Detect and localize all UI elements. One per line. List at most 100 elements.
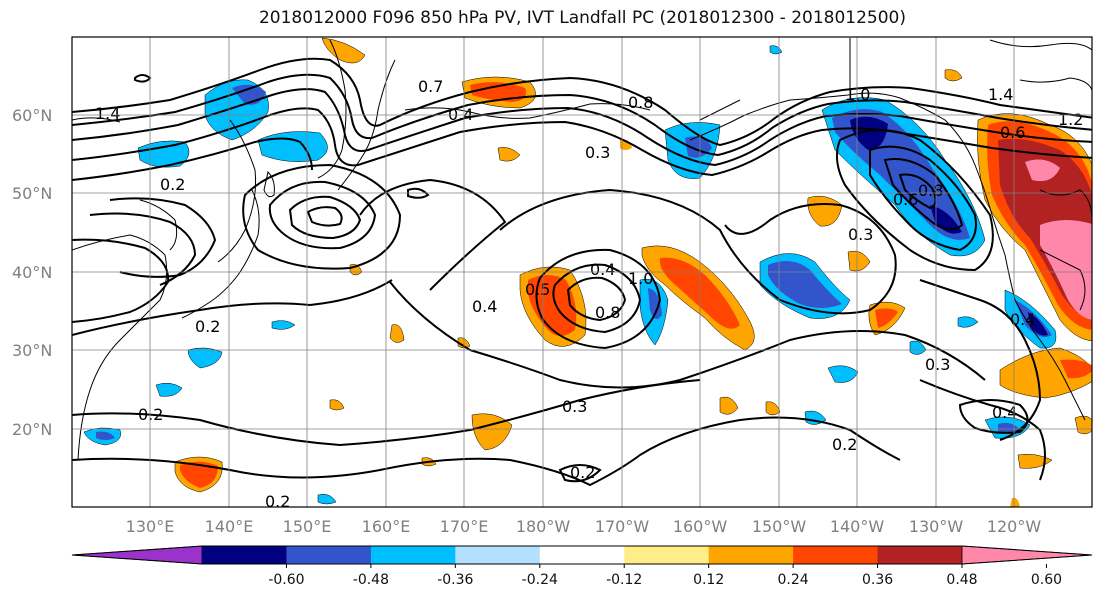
contour-line [72, 73, 1092, 157]
anomaly-negative-region [1028, 312, 1048, 336]
contour-line [499, 188, 897, 315]
contour-label: 0.8 [918, 181, 943, 200]
anomaly-negative-region [768, 261, 842, 308]
colorbar-segment [877, 546, 963, 564]
contour-label: 0.2 [265, 492, 290, 511]
coastline [72, 234, 168, 461]
colorbar-segment [370, 546, 456, 564]
contour-line [89, 212, 197, 286]
contour-label: 0.6 [1000, 123, 1025, 142]
contour-label: 0.2 [138, 405, 163, 424]
lon-label: 160°W [673, 517, 728, 536]
anomaly-negative-region [827, 365, 859, 383]
contour-line [566, 276, 627, 322]
contour-label: 0.3 [585, 143, 610, 162]
anomaly-positive-region [1010, 497, 1020, 507]
colorbar-tick-label: 0.48 [946, 572, 977, 588]
contour-label: 0.3 [848, 225, 873, 244]
contour-line [306, 206, 343, 227]
contour-line [883, 158, 964, 231]
contour-label: 0.2 [832, 435, 857, 454]
contour-label: 0.8 [628, 93, 653, 112]
contour-label: 0.3 [562, 397, 587, 416]
colorbar-tick-label: -0.24 [522, 572, 558, 588]
contour-line [72, 88, 1092, 167]
anomaly-positive-region [944, 69, 963, 82]
anomaly-positive-region [389, 324, 405, 343]
contour-label: 0.4 [448, 105, 473, 124]
contour-label: 0.5 [525, 280, 550, 299]
lat-label: 20°N [12, 420, 52, 439]
contour-line [72, 379, 701, 447]
contour-line [558, 464, 602, 483]
contour-line [919, 279, 1042, 441]
coastline [1039, 189, 1092, 221]
colorbar-tick-label: -0.12 [606, 572, 642, 588]
anomaly-positive-region [470, 82, 527, 102]
coastline [689, 92, 1006, 256]
shaded-anomalies [83, 37, 1092, 507]
coastline [217, 119, 256, 263]
lon-label: 150°W [752, 517, 807, 536]
contour-line [268, 180, 377, 250]
contour-label: 0.3 [925, 355, 950, 374]
anomaly-negative-region [187, 347, 223, 369]
anomaly-positive-region [875, 308, 898, 328]
anomaly-negative-region [96, 431, 115, 440]
lat-label: 50°N [12, 184, 52, 203]
lat-label: 30°N [12, 341, 52, 360]
contour-line [407, 187, 430, 199]
contour-line [72, 57, 1092, 147]
contour-line [535, 248, 662, 350]
contour-line [869, 145, 977, 252]
map-title: 2018012000 F096 850 hPa PV, IVT Landfall… [258, 8, 906, 28]
contour-label: 1.4 [988, 85, 1013, 104]
colorbar-frame [71, 545, 1093, 565]
contour-line [72, 137, 313, 181]
colorbar-segment [793, 546, 879, 564]
anomaly-positive-region [765, 401, 781, 416]
anomaly-negative-region [317, 494, 337, 505]
colorbar: -0.60 -0.48 -0.36 -0.24 -0.12 0.12 0.24 0.36 0.4… [71, 545, 1093, 588]
colorbar-tick-label: 0.60 [1031, 572, 1062, 588]
lon-label: 130°E [126, 517, 175, 536]
anomaly-positive-region [528, 275, 577, 336]
contour-label: 0.4 [590, 260, 615, 279]
lon-label: 150°E [283, 517, 332, 536]
colorbar-tick-label: -0.36 [437, 572, 473, 588]
contour-label: 0.4 [472, 297, 497, 316]
colorbar-segment [455, 546, 541, 564]
contour-line [552, 263, 642, 334]
anomaly-negative-region [271, 320, 296, 330]
contour-label: 0.4 [992, 403, 1017, 422]
lon-label: 170°E [440, 517, 489, 536]
coastline [1004, 254, 1086, 421]
anomaly-negative-region [998, 422, 1020, 434]
lon-label: 120°W [987, 517, 1042, 536]
lon-label: 160°E [362, 517, 411, 536]
colorbar-tick-label: -0.60 [268, 572, 304, 588]
colorbar-segment [286, 546, 372, 564]
map-frame [71, 36, 1093, 508]
contour-label: 0.2 [160, 175, 185, 194]
contour-label: 1.0 [845, 85, 870, 104]
contour-label: 1.4 [95, 104, 120, 123]
coastline [1039, 249, 1086, 311]
colorbar-segment [708, 546, 794, 564]
colorbar-segment [539, 546, 625, 564]
lon-label: 130°W [909, 517, 964, 536]
anomaly-negative-region [957, 316, 979, 328]
longitude-labels: 130°E 140°E 150°E 160°E 170°E 180°W 170°… [126, 517, 1042, 536]
contour-label: 0.8 [595, 303, 620, 322]
anomaly-negative-region [648, 288, 662, 319]
coastline [181, 189, 260, 319]
anomaly-positive-region [329, 399, 345, 411]
colorbar-tick-label: -0.48 [353, 572, 389, 588]
contour-label: 0.2 [195, 317, 220, 336]
contour-label: 0.6 [893, 190, 918, 209]
contour-line [242, 163, 402, 270]
contour-label: 0.7 [418, 77, 443, 96]
anomaly-positive-region [180, 461, 218, 488]
contour-line [359, 178, 507, 291]
lon-label: 140°E [205, 517, 254, 536]
